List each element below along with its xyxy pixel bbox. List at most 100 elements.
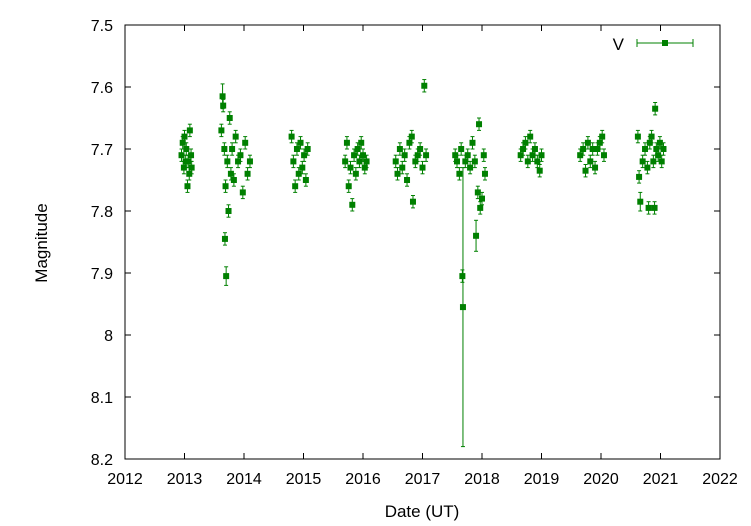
legend-marker [636, 39, 694, 47]
data-point [479, 195, 485, 202]
data-point [592, 164, 599, 171]
data-point [644, 164, 651, 171]
data-point [467, 164, 474, 171]
data-point [188, 152, 195, 159]
data-point [648, 133, 655, 140]
y-tick-label: 7.6 [91, 80, 113, 97]
data-point [409, 198, 416, 205]
data-point [421, 82, 428, 89]
data-point [594, 146, 601, 152]
data-point [419, 164, 426, 171]
data-point [520, 146, 527, 152]
data-point [580, 146, 587, 152]
data-point [227, 170, 234, 177]
data-point [459, 304, 466, 311]
data-point [184, 183, 191, 190]
data-point [297, 139, 304, 146]
x-axis-title: Date (UT) [385, 502, 460, 521]
data-point [235, 158, 242, 165]
data-point [221, 146, 228, 152]
data-point [469, 139, 476, 146]
data-point [358, 139, 365, 146]
data-point [473, 232, 480, 239]
data-point [477, 204, 484, 211]
data-point [454, 158, 461, 165]
data-point [481, 170, 488, 177]
x-tick-label: 2018 [464, 471, 500, 488]
x-tick-label: 2016 [345, 471, 381, 488]
x-tick-label: 2013 [167, 471, 203, 488]
x-tick-label: 2017 [405, 471, 441, 488]
data-point [222, 183, 229, 190]
data-point [223, 273, 230, 280]
data-point [656, 139, 663, 146]
data-point [401, 152, 408, 159]
y-tick-label: 7.5 [91, 18, 113, 35]
data-point [220, 102, 227, 109]
data-point [354, 146, 361, 152]
data-point [464, 152, 471, 159]
x-tick-label: 2015 [286, 471, 322, 488]
data-point [636, 173, 643, 180]
data-point [577, 152, 584, 159]
data-point [188, 164, 195, 171]
data-point [531, 146, 538, 152]
x-tick-label: 2020 [583, 471, 619, 488]
data-point [480, 152, 487, 159]
data-point [639, 158, 646, 165]
data-point [185, 158, 192, 165]
data-point [459, 273, 466, 280]
data-point [186, 170, 193, 177]
data-point [536, 167, 543, 174]
data-point [522, 139, 529, 146]
data-point [406, 139, 413, 146]
data-point [538, 152, 545, 159]
data-point [242, 139, 249, 146]
data-point [600, 152, 607, 159]
data-point [599, 133, 606, 140]
data-point [347, 164, 354, 171]
y-axis-title: Magnitude [32, 203, 51, 282]
y-tick-label: 7.7 [91, 142, 113, 159]
data-point [414, 152, 421, 159]
data-point [292, 183, 299, 190]
data-point [343, 139, 350, 146]
data-point [345, 183, 352, 190]
data-point [589, 146, 596, 152]
data-point [237, 152, 244, 159]
legend-square [662, 40, 668, 46]
data-point [534, 158, 541, 165]
x-tick-label: 2022 [702, 471, 738, 488]
x-tick-label: 2019 [524, 471, 560, 488]
data-point [181, 133, 188, 140]
axis-ticks: 2012 2013 2014 2015 2016 2017 2018 2019 2020 2021… [91, 18, 738, 488]
legend: V [613, 35, 694, 54]
data-point [474, 189, 481, 196]
data-point [244, 170, 251, 177]
data-point [412, 158, 419, 165]
data-point [295, 170, 302, 177]
data-point [304, 146, 311, 152]
data-point [660, 146, 667, 152]
data-point [226, 115, 233, 121]
data-point [246, 158, 253, 165]
data-point [239, 189, 246, 196]
data-point [352, 170, 359, 177]
data-point [584, 139, 591, 146]
x-tick-label: 2021 [643, 471, 679, 488]
data-point [645, 204, 652, 211]
data-point [396, 146, 403, 152]
data-point [290, 158, 297, 165]
data-layer [178, 79, 667, 448]
data-point [404, 177, 411, 183]
data-point [596, 139, 603, 146]
data-point [224, 158, 231, 165]
data-point [342, 158, 349, 165]
data-point [471, 158, 478, 165]
data-point [363, 158, 370, 165]
data-point [634, 133, 641, 140]
data-point [458, 146, 465, 152]
x-tick-label: 2012 [107, 471, 143, 488]
data-point [658, 158, 665, 165]
